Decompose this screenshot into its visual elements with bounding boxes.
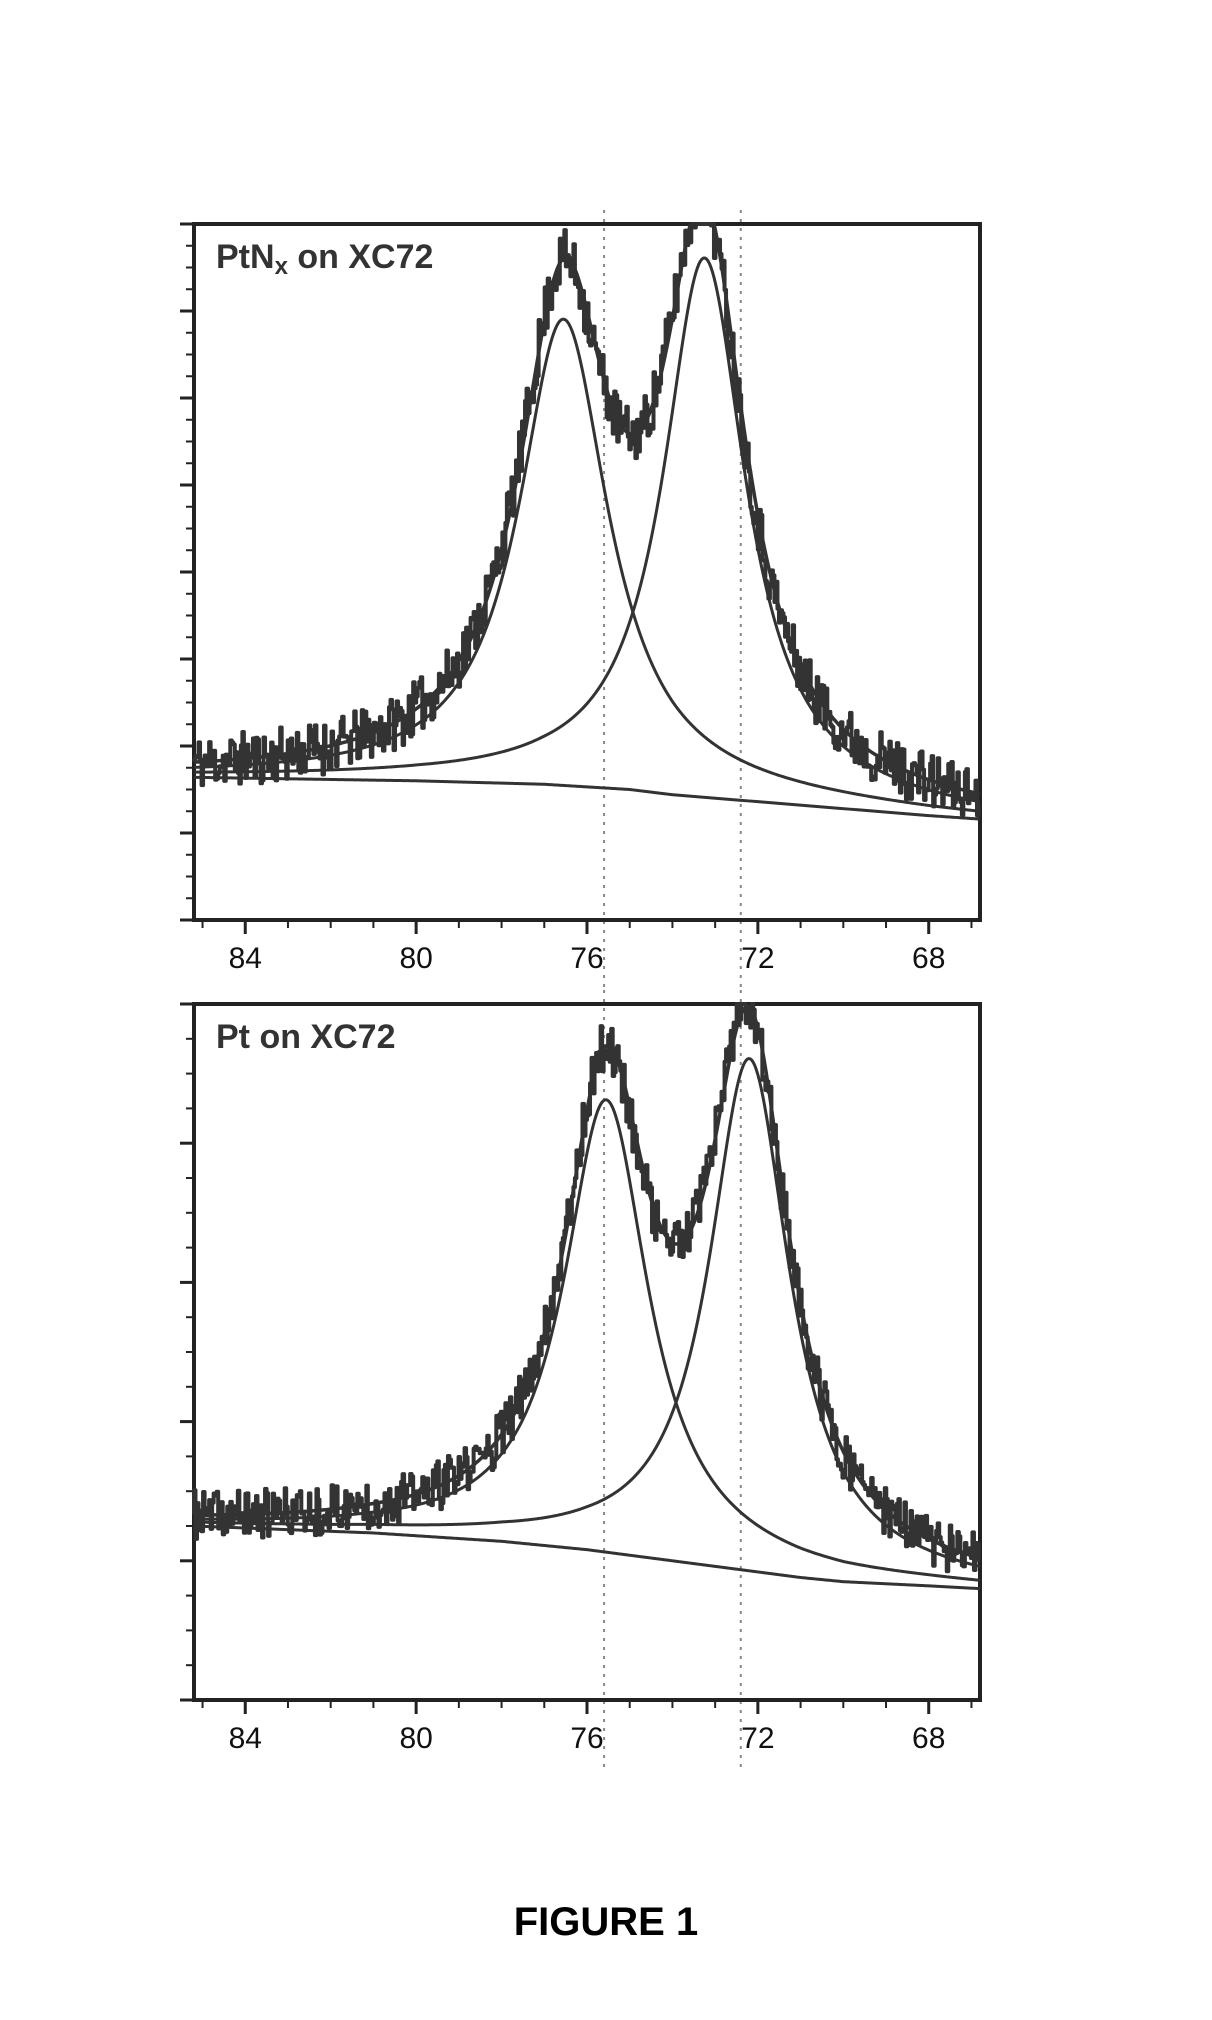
panel-label: Pt on XC72 [216,1018,395,1056]
x-tick-label: 76 [570,1722,603,1755]
chart-panel-top: 2002503003504004505005506008480767268PtN… [170,210,990,990]
x-tick-label: 80 [399,1722,432,1755]
x-tick-label: 80 [399,942,432,975]
x-tick-label: 72 [741,942,774,975]
baseline-curve [194,777,980,819]
figure-stage: 2002503003504004505005506008480767268PtN… [0,0,1212,2020]
x-tick-label: 76 [570,942,603,975]
x-tick-label: 68 [912,942,945,975]
raw-data [194,224,980,815]
panel-label: PtNx on XC72 [216,238,433,280]
x-tick-label: 72 [741,1722,774,1755]
x-tick-label: 68 [912,1722,945,1755]
chart-panel-bottom: 3004005006007008008480767268Pt on XC72 [170,990,990,1770]
figure-caption: FIGURE 1 [0,1900,1212,1945]
baseline-curve [194,1526,980,1589]
x-tick-label: 84 [229,942,262,975]
x-tick-label: 84 [229,1722,262,1755]
raw-data [194,1004,980,1571]
